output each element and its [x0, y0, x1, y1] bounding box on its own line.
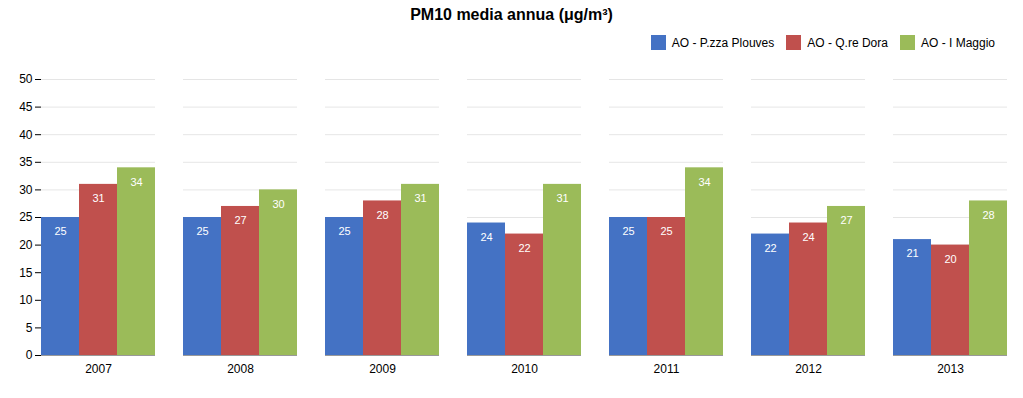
svg-text:2010: 2010 [511, 362, 538, 376]
svg-text:31: 31 [556, 192, 568, 204]
svg-text:31: 31 [92, 192, 104, 204]
svg-text:25: 25 [196, 225, 208, 237]
svg-text:25: 25 [338, 225, 350, 237]
svg-text:21: 21 [906, 247, 918, 259]
svg-text:0: 0 [26, 348, 33, 362]
html-text:AO - Q.re Dora: AO - Q.re Dora [807, 35, 888, 50]
html-text:AO - P.zza Plouves: AO - P.zza Plouves [671, 35, 775, 50]
svg-text:2008: 2008 [227, 362, 254, 376]
svg-text:40: 40 [19, 128, 33, 142]
svg-text:2013: 2013 [937, 362, 964, 376]
svg-text:24: 24 [480, 231, 492, 243]
svg-text:24: 24 [802, 231, 814, 243]
svg-text:2012: 2012 [795, 362, 822, 376]
svg-text:31: 31 [414, 192, 426, 204]
svg-text:30: 30 [272, 198, 284, 210]
svg-text:25: 25 [660, 225, 672, 237]
svg-text:2007: 2007 [85, 362, 112, 376]
svg-text:5: 5 [26, 321, 33, 335]
svg-text:27: 27 [840, 214, 852, 226]
svg-text:10: 10 [19, 293, 33, 307]
svg-text:45: 45 [19, 100, 33, 114]
svg-text:28: 28 [376, 209, 388, 221]
svg-text:28: 28 [982, 209, 994, 221]
svg-text:30: 30 [19, 183, 33, 197]
svg-text:25: 25 [19, 210, 33, 224]
svg-text:20: 20 [19, 238, 33, 252]
svg-text:27: 27 [234, 214, 246, 226]
svg-text:20: 20 [944, 253, 956, 265]
html-text:AO - I Maggio: AO - I Maggio [921, 35, 995, 50]
svg-text:2009: 2009 [369, 362, 396, 376]
svg-text:22: 22 [764, 242, 776, 254]
svg-text:34: 34 [698, 176, 710, 188]
svg-text:2011: 2011 [654, 362, 680, 376]
svg-text:50: 50 [19, 72, 33, 86]
svg-text:25: 25 [622, 225, 634, 237]
svg-text:15: 15 [19, 266, 33, 280]
svg-text:34: 34 [130, 176, 142, 188]
svg-text:25: 25 [54, 225, 66, 237]
svg-text:22: 22 [518, 242, 530, 254]
svg-text:35: 35 [19, 155, 33, 169]
html-text:PM10 media annua (μg/m³): PM10 media annua (μg/m³) [410, 6, 613, 23]
